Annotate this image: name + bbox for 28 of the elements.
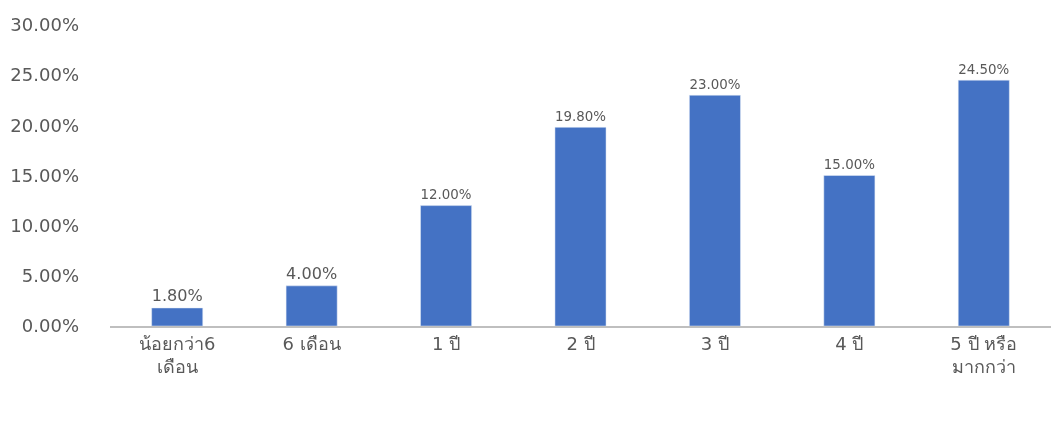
bar — [285, 285, 338, 326]
x-tick-label: 5 ปี หรือ มากกว่า — [950, 332, 1018, 377]
data-label: 15.00% — [823, 157, 875, 173]
x-tick-label: น้อยกว่า6 เดือน — [138, 332, 216, 377]
data-label: 24.50% — [958, 62, 1010, 78]
data-label: 23.00% — [689, 77, 741, 93]
bar — [554, 127, 607, 326]
bar — [823, 175, 876, 326]
x-tick-label: 6 เดือน — [282, 332, 341, 354]
y-tick-label: 0.00% — [21, 315, 79, 337]
x-tick-label: 2 ปี — [566, 332, 595, 354]
y-tick-label: 30.00% — [10, 14, 79, 36]
y-tick-label: 20.00% — [10, 114, 79, 136]
data-label: 19.80% — [555, 109, 606, 125]
y-tick-label: 10.00% — [10, 214, 79, 236]
y-tick-label: 15.00% — [10, 164, 79, 186]
data-label: 1.80% — [151, 286, 203, 306]
x-tick-label: 3 ปี — [700, 332, 730, 354]
data-label: 4.00% — [286, 264, 338, 284]
y-tick-label: 5.00% — [21, 265, 79, 287]
bar — [420, 205, 472, 326]
y-tick-label: 25.00% — [10, 64, 79, 86]
data-label: 12.00% — [420, 187, 472, 203]
x-tick-label: 1 ปี — [431, 332, 461, 354]
bar — [689, 94, 741, 326]
bar — [957, 79, 1010, 326]
bar — [151, 307, 204, 326]
x-tick-label: 4 ปี — [835, 332, 864, 354]
